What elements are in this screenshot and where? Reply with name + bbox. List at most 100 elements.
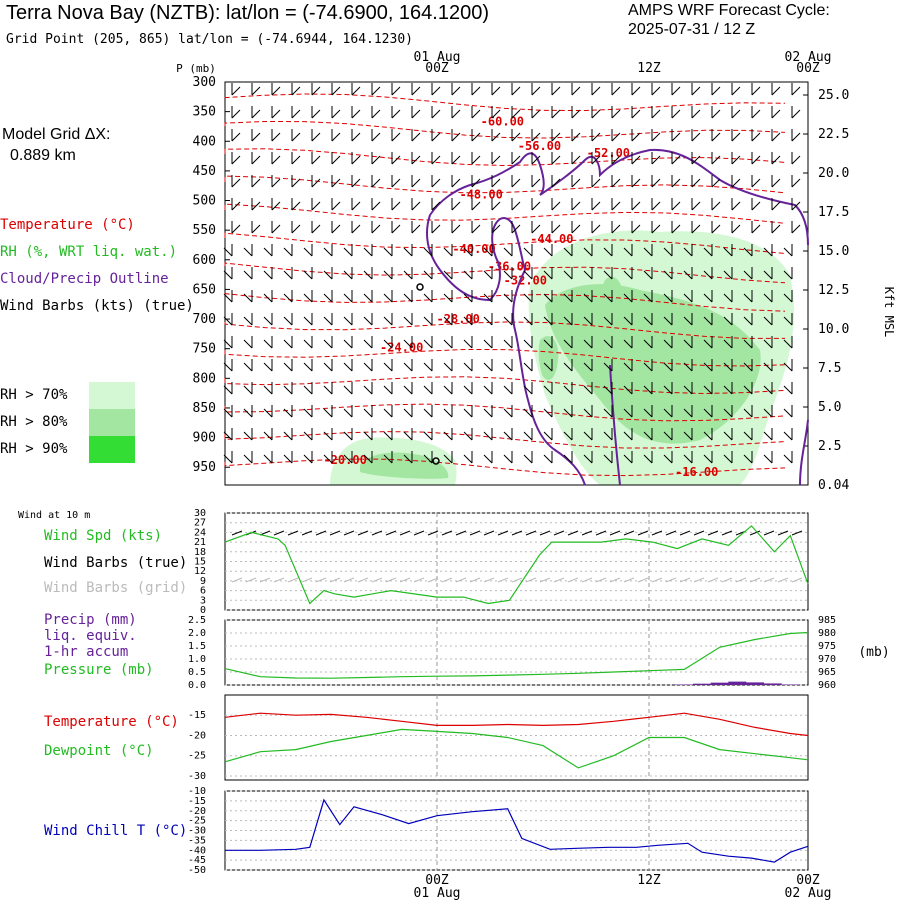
wind-barb (523, 336, 533, 349)
wind-barb (363, 244, 373, 257)
isotherm-line (224, 93, 786, 112)
wind-barb (551, 106, 561, 119)
wind-barb (403, 405, 413, 418)
wind-barb (571, 152, 581, 165)
wind-barb-grid (497, 577, 509, 583)
wind-barb (263, 290, 273, 303)
wind-barb-10m (609, 530, 621, 536)
precip-bar (710, 682, 729, 685)
wind-barb (631, 83, 641, 96)
wind-barb (643, 336, 653, 349)
wind-barb (743, 313, 753, 326)
wind-barb-10m (581, 530, 593, 536)
temperature-panel-frame (224, 694, 809, 781)
wind-barb (343, 451, 353, 464)
wind-barb (251, 221, 261, 234)
wind-barb (431, 175, 441, 188)
wind-barb (391, 175, 401, 188)
wind-barb (511, 221, 521, 234)
legend-wind-barbs: Wind Barbs (kts) (true) (0, 298, 194, 314)
wind-barb (583, 336, 593, 349)
wind-barb (763, 382, 773, 395)
wind-barb (443, 244, 453, 257)
height-tick-label: 7.5 (818, 361, 841, 376)
wind-barb (423, 313, 433, 326)
wind-barb (451, 198, 461, 211)
wind-barb (243, 313, 253, 326)
windchill-panel-tick-label: -10 (188, 786, 206, 797)
wind-barb (751, 221, 761, 234)
wind-barb (403, 313, 413, 326)
wind-barb (503, 290, 513, 303)
wind-barb (503, 382, 513, 395)
pressure-legend: Pressure (mb) (44, 662, 154, 678)
wind-barb (271, 198, 281, 211)
wind-barb (663, 382, 673, 395)
wind-barb (563, 359, 573, 372)
wind-barb (643, 428, 653, 441)
wind-barb (283, 451, 293, 464)
wind-barb (511, 129, 521, 142)
wind-barb (683, 359, 693, 372)
precip-panel-tick-label: 0.0 (188, 680, 206, 691)
wind-barb (571, 221, 581, 234)
wind-barb (303, 244, 313, 257)
wind-barb (263, 382, 273, 395)
isotherm-label: -24.00 (380, 341, 423, 355)
wind-barb (583, 290, 593, 303)
windchill-panel-tick-label: -25 (188, 816, 206, 827)
wind-barb (403, 382, 413, 395)
wind-barb (471, 221, 481, 234)
wind-barb (331, 83, 341, 96)
precip-bar (728, 681, 747, 685)
wind-barb (743, 382, 753, 395)
wind-barb (443, 359, 453, 372)
wind-panel-tick-label: 9 (200, 576, 206, 587)
wind-barb (611, 106, 621, 119)
wind-barb-grid (301, 577, 313, 583)
wind-barb (623, 336, 633, 349)
wind-barb (683, 428, 693, 441)
wind-barb (363, 428, 373, 441)
wind-barb (683, 267, 693, 280)
wind-barb-10m (763, 530, 775, 536)
wind-barb (663, 244, 673, 257)
station-title: Terra Nova Bay (NZTB): lat/lon = (-74.69… (6, 2, 490, 24)
wind-barb (603, 313, 613, 326)
wind-barb (711, 198, 721, 211)
wind-barb (543, 359, 553, 372)
wind-barb (443, 267, 453, 280)
wind-barb (351, 106, 361, 119)
wind-barb-grid (665, 577, 677, 583)
wind-barb (703, 313, 713, 326)
wind-barb (723, 405, 733, 418)
rh90-label: RH > 90% (0, 441, 68, 457)
wind-barb-grid (637, 577, 649, 583)
wind-barb (483, 428, 493, 441)
wind-barb (231, 152, 241, 165)
wind-barb (343, 267, 353, 280)
wind-barb (331, 106, 341, 119)
wind-barb (711, 106, 721, 119)
pressure-tick-label: 700 (193, 312, 216, 327)
precip-panel-tick-label: 2.5 (188, 615, 206, 626)
cloud-outline (426, 148, 809, 486)
wind-barb (311, 106, 321, 119)
height-tick-label: 5.0 (818, 400, 841, 415)
wind-barb-10m (469, 530, 481, 536)
wind-barb (731, 106, 741, 119)
windchill-panel-tick-label: -50 (188, 865, 206, 876)
wind-barb (383, 313, 393, 326)
wind-barb (283, 313, 293, 326)
wind-barb (771, 83, 781, 96)
wind-barb-10m (273, 530, 285, 536)
wind-barb-10m (595, 530, 607, 536)
wind-barb-10m (539, 530, 551, 536)
wind-barb (723, 359, 733, 372)
wind-barb (463, 382, 473, 395)
wind-barb (591, 198, 601, 211)
wind-barb (371, 83, 381, 96)
precip-legend-3: 1-hr accum (44, 644, 129, 660)
wind-barb (771, 175, 781, 188)
wind-speed-legend: Wind Spd (kts) (44, 528, 163, 544)
